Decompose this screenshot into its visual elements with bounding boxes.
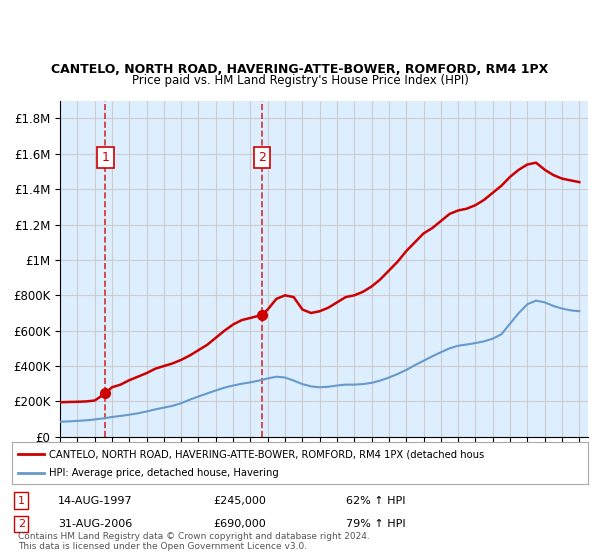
Text: Contains HM Land Registry data © Crown copyright and database right 2024.
This d: Contains HM Land Registry data © Crown c… xyxy=(18,531,370,551)
Text: £245,000: £245,000 xyxy=(214,496,266,506)
Text: 1: 1 xyxy=(101,151,109,164)
Text: CANTELO, NORTH ROAD, HAVERING-ATTE-BOWER, ROMFORD, RM4 1PX: CANTELO, NORTH ROAD, HAVERING-ATTE-BOWER… xyxy=(52,63,548,76)
Text: 79% ↑ HPI: 79% ↑ HPI xyxy=(346,519,406,529)
Text: 14-AUG-1997: 14-AUG-1997 xyxy=(58,496,133,506)
Text: 1: 1 xyxy=(18,496,25,506)
Text: 2: 2 xyxy=(258,151,266,164)
Text: 31-AUG-2006: 31-AUG-2006 xyxy=(58,519,133,529)
Text: 2: 2 xyxy=(18,519,25,529)
Text: £690,000: £690,000 xyxy=(214,519,266,529)
Text: 62% ↑ HPI: 62% ↑ HPI xyxy=(346,496,406,506)
Text: CANTELO, NORTH ROAD, HAVERING-ATTE-BOWER, ROMFORD, RM4 1PX (detached hous: CANTELO, NORTH ROAD, HAVERING-ATTE-BOWER… xyxy=(49,449,485,459)
Text: Price paid vs. HM Land Registry's House Price Index (HPI): Price paid vs. HM Land Registry's House … xyxy=(131,74,469,87)
Text: HPI: Average price, detached house, Havering: HPI: Average price, detached house, Have… xyxy=(49,468,279,478)
